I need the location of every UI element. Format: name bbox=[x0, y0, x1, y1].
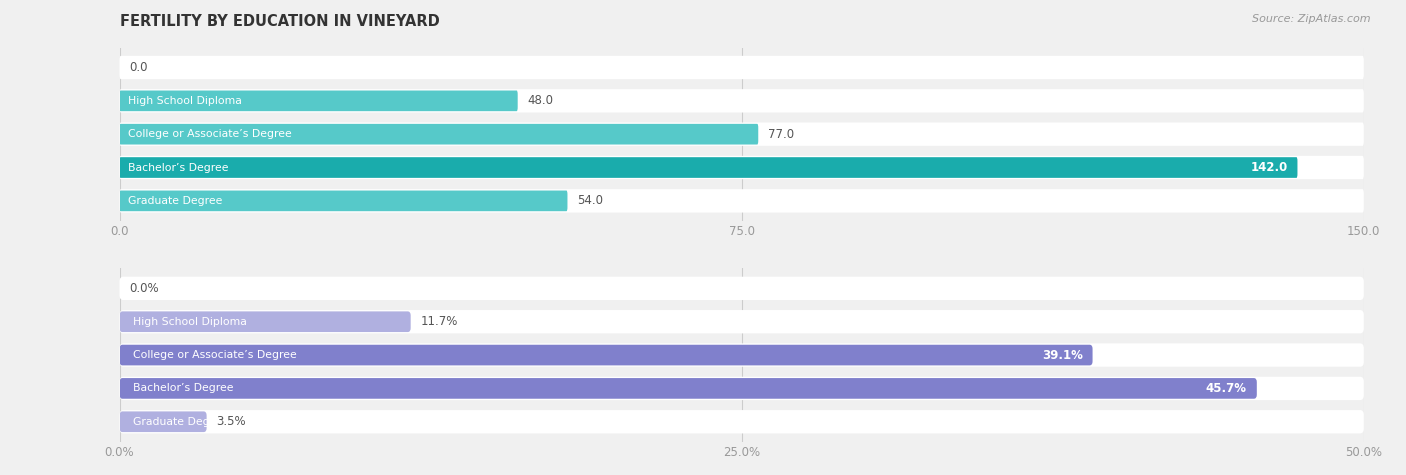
Text: 45.7%: 45.7% bbox=[1206, 382, 1247, 395]
Text: 48.0: 48.0 bbox=[527, 95, 554, 107]
Text: College or Associate’s Degree: College or Associate’s Degree bbox=[128, 129, 292, 139]
FancyBboxPatch shape bbox=[120, 190, 568, 211]
Text: High School Diploma: High School Diploma bbox=[134, 317, 247, 327]
FancyBboxPatch shape bbox=[120, 310, 1364, 333]
Text: High School Diploma: High School Diploma bbox=[128, 96, 242, 106]
Text: Less than High School: Less than High School bbox=[128, 63, 249, 73]
Text: Graduate Degree: Graduate Degree bbox=[134, 417, 228, 427]
FancyBboxPatch shape bbox=[120, 410, 1364, 433]
FancyBboxPatch shape bbox=[120, 377, 1364, 400]
FancyBboxPatch shape bbox=[120, 157, 1298, 178]
Text: 3.5%: 3.5% bbox=[217, 415, 246, 428]
Text: Source: ZipAtlas.com: Source: ZipAtlas.com bbox=[1253, 14, 1371, 24]
FancyBboxPatch shape bbox=[120, 156, 1364, 179]
FancyBboxPatch shape bbox=[120, 189, 1364, 212]
Text: 39.1%: 39.1% bbox=[1042, 349, 1083, 361]
FancyBboxPatch shape bbox=[120, 124, 758, 144]
Text: Less than High School: Less than High School bbox=[134, 284, 253, 294]
FancyBboxPatch shape bbox=[120, 56, 1364, 79]
Text: Bachelor’s Degree: Bachelor’s Degree bbox=[134, 383, 233, 393]
FancyBboxPatch shape bbox=[120, 277, 1364, 300]
FancyBboxPatch shape bbox=[120, 123, 1364, 146]
Text: 11.7%: 11.7% bbox=[420, 315, 458, 328]
FancyBboxPatch shape bbox=[120, 91, 517, 111]
FancyBboxPatch shape bbox=[120, 411, 207, 432]
Text: FERTILITY BY EDUCATION IN VINEYARD: FERTILITY BY EDUCATION IN VINEYARD bbox=[120, 14, 439, 29]
Text: Bachelor’s Degree: Bachelor’s Degree bbox=[128, 162, 229, 172]
Text: 142.0: 142.0 bbox=[1250, 161, 1288, 174]
FancyBboxPatch shape bbox=[120, 312, 411, 332]
Text: 77.0: 77.0 bbox=[768, 128, 794, 141]
FancyBboxPatch shape bbox=[120, 89, 1364, 113]
Text: College or Associate’s Degree: College or Associate’s Degree bbox=[134, 350, 297, 360]
Text: 54.0: 54.0 bbox=[578, 194, 603, 208]
Text: Graduate Degree: Graduate Degree bbox=[128, 196, 222, 206]
FancyBboxPatch shape bbox=[120, 343, 1364, 367]
FancyBboxPatch shape bbox=[120, 345, 1092, 365]
Text: 0.0%: 0.0% bbox=[129, 282, 159, 295]
FancyBboxPatch shape bbox=[120, 378, 1257, 399]
Text: 0.0: 0.0 bbox=[129, 61, 148, 74]
